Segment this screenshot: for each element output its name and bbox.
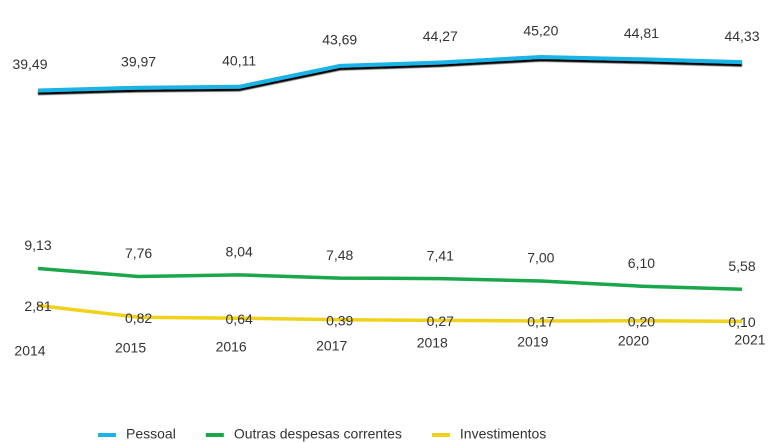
x-tick-label: 2020 [618, 333, 649, 349]
data-label: 39,49 [12, 56, 47, 72]
data-label: 0,64 [226, 311, 253, 327]
data-label: 7,41 [427, 247, 454, 263]
data-label: 44,27 [423, 28, 458, 44]
x-tick-label: 2021 [734, 332, 765, 348]
x-tick-label: 2014 [14, 343, 45, 359]
data-label: 45,20 [523, 23, 558, 39]
data-label: 43,69 [322, 32, 357, 48]
x-tick-label: 2016 [216, 339, 247, 355]
data-label: 0,10 [728, 314, 755, 330]
legend-label: Outras despesas correntes [234, 426, 402, 442]
data-label: 39,97 [121, 53, 156, 69]
x-tick-label: 2018 [417, 335, 448, 351]
legend-label: Investimentos [460, 426, 546, 442]
data-label: 5,58 [728, 258, 755, 274]
data-label: 0,82 [125, 310, 152, 326]
data-label: 0,20 [628, 314, 655, 330]
data-label: 9,13 [24, 237, 51, 253]
series-line [37, 266, 743, 292]
data-label: 2,81 [24, 298, 51, 314]
data-label: 0,27 [427, 313, 454, 329]
data-label: 8,04 [226, 244, 253, 260]
legend-label: Pessoal [126, 426, 176, 442]
data-label: 7,00 [527, 250, 554, 266]
data-label: 7,76 [125, 245, 152, 261]
series-line [37, 303, 743, 324]
data-label: 7,48 [326, 247, 353, 263]
data-label: 0,17 [527, 314, 554, 330]
data-label: 0,39 [326, 312, 353, 328]
x-tick-label: 2015 [115, 340, 146, 356]
series-line [37, 55, 743, 93]
data-label: 40,11 [222, 53, 256, 69]
data-label: 44,81 [624, 25, 659, 41]
x-tick-label: 2017 [316, 338, 347, 354]
data-label: 44,33 [724, 28, 759, 44]
data-label: 6,10 [628, 255, 655, 271]
x-tick-label: 2019 [517, 334, 548, 350]
